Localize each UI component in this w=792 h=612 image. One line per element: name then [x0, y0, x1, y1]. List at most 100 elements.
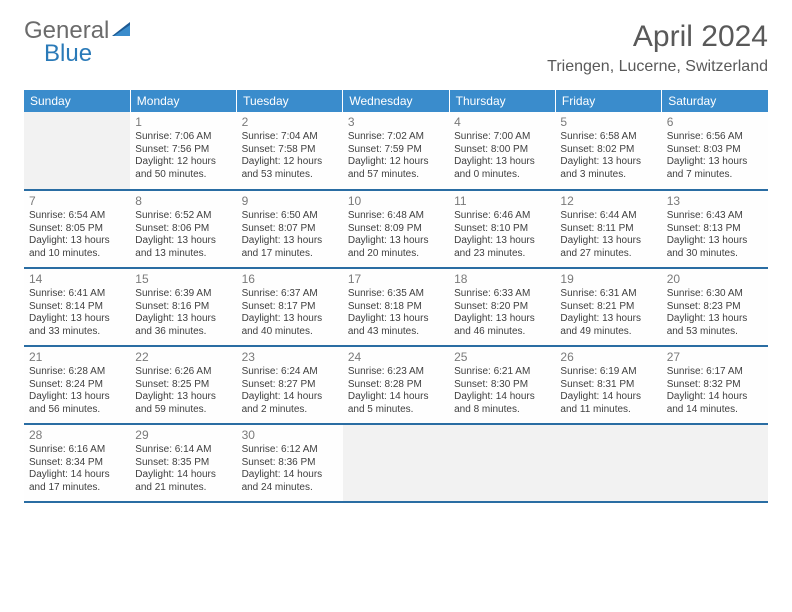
- sunrise-text: Sunrise: 6:56 AM: [667, 131, 763, 144]
- daylight-text-2: and 53 minutes.: [242, 169, 338, 182]
- day-number: 11: [454, 194, 550, 209]
- day-number: 29: [135, 428, 231, 443]
- sunset-text: Sunset: 8:28 PM: [348, 379, 444, 392]
- calendar-day-cell: 19Sunrise: 6:31 AMSunset: 8:21 PMDayligh…: [555, 268, 661, 346]
- daylight-text-1: Daylight: 12 hours: [135, 156, 231, 169]
- daylight-text-2: and 17 minutes.: [242, 248, 338, 261]
- day-number: 28: [29, 428, 125, 443]
- sunrise-text: Sunrise: 6:33 AM: [454, 288, 550, 301]
- daylight-text-1: Daylight: 13 hours: [667, 313, 763, 326]
- sunset-text: Sunset: 8:27 PM: [242, 379, 338, 392]
- calendar-week-row: 21Sunrise: 6:28 AMSunset: 8:24 PMDayligh…: [24, 346, 768, 424]
- sunrise-text: Sunrise: 6:50 AM: [242, 210, 338, 223]
- daylight-text-1: Daylight: 14 hours: [242, 391, 338, 404]
- day-number: 24: [348, 350, 444, 365]
- sunrise-text: Sunrise: 6:48 AM: [348, 210, 444, 223]
- daylight-text-1: Daylight: 13 hours: [454, 313, 550, 326]
- sunset-text: Sunset: 8:02 PM: [560, 144, 656, 157]
- sunrise-text: Sunrise: 6:41 AM: [29, 288, 125, 301]
- day-number: 26: [560, 350, 656, 365]
- calendar-day-cell: 9Sunrise: 6:50 AMSunset: 8:07 PMDaylight…: [237, 190, 343, 268]
- daylight-text-1: Daylight: 13 hours: [348, 235, 444, 248]
- sunset-text: Sunset: 8:11 PM: [560, 223, 656, 236]
- sunrise-text: Sunrise: 7:00 AM: [454, 131, 550, 144]
- sunrise-text: Sunrise: 6:46 AM: [454, 210, 550, 223]
- daylight-text-1: Daylight: 14 hours: [667, 391, 763, 404]
- sunset-text: Sunset: 8:10 PM: [454, 223, 550, 236]
- daylight-text-2: and 56 minutes.: [29, 404, 125, 417]
- page-title: April 2024: [547, 20, 768, 54]
- day-number: 3: [348, 115, 444, 130]
- daylight-text-1: Daylight: 13 hours: [560, 156, 656, 169]
- logo: GeneralBlue: [24, 20, 132, 66]
- sunrise-text: Sunrise: 6:28 AM: [29, 366, 125, 379]
- daylight-text-1: Daylight: 13 hours: [135, 313, 231, 326]
- weekday-header: Thursday: [449, 90, 555, 112]
- sunrise-text: Sunrise: 7:04 AM: [242, 131, 338, 144]
- daylight-text-2: and 13 minutes.: [135, 248, 231, 261]
- calendar-empty-cell: [662, 424, 768, 502]
- daylight-text-2: and 8 minutes.: [454, 404, 550, 417]
- sunset-text: Sunset: 8:18 PM: [348, 301, 444, 314]
- calendar-day-cell: 10Sunrise: 6:48 AMSunset: 8:09 PMDayligh…: [343, 190, 449, 268]
- daylight-text-2: and 50 minutes.: [135, 169, 231, 182]
- calendar-day-cell: 30Sunrise: 6:12 AMSunset: 8:36 PMDayligh…: [237, 424, 343, 502]
- day-number: 10: [348, 194, 444, 209]
- sunrise-text: Sunrise: 6:44 AM: [560, 210, 656, 223]
- weekday-header: Monday: [130, 90, 236, 112]
- weekday-header: Tuesday: [237, 90, 343, 112]
- calendar-day-cell: 4Sunrise: 7:00 AMSunset: 8:00 PMDaylight…: [449, 112, 555, 190]
- sunset-text: Sunset: 8:00 PM: [454, 144, 550, 157]
- daylight-text-1: Daylight: 13 hours: [348, 313, 444, 326]
- calendar-day-cell: 18Sunrise: 6:33 AMSunset: 8:20 PMDayligh…: [449, 268, 555, 346]
- daylight-text-2: and 7 minutes.: [667, 169, 763, 182]
- day-number: 7: [29, 194, 125, 209]
- daylight-text-2: and 14 minutes.: [667, 404, 763, 417]
- daylight-text-2: and 59 minutes.: [135, 404, 231, 417]
- calendar-day-cell: 17Sunrise: 6:35 AMSunset: 8:18 PMDayligh…: [343, 268, 449, 346]
- sunrise-text: Sunrise: 6:30 AM: [667, 288, 763, 301]
- sunrise-text: Sunrise: 6:14 AM: [135, 444, 231, 457]
- daylight-text-1: Daylight: 14 hours: [454, 391, 550, 404]
- day-number: 5: [560, 115, 656, 130]
- daylight-text-2: and 21 minutes.: [135, 482, 231, 495]
- daylight-text-1: Daylight: 14 hours: [29, 469, 125, 482]
- day-number: 20: [667, 272, 763, 287]
- daylight-text-1: Daylight: 14 hours: [348, 391, 444, 404]
- sunrise-text: Sunrise: 7:06 AM: [135, 131, 231, 144]
- daylight-text-1: Daylight: 13 hours: [135, 235, 231, 248]
- daylight-text-2: and 11 minutes.: [560, 404, 656, 417]
- calendar-day-cell: 6Sunrise: 6:56 AMSunset: 8:03 PMDaylight…: [662, 112, 768, 190]
- sunset-text: Sunset: 8:36 PM: [242, 457, 338, 470]
- calendar-day-cell: 26Sunrise: 6:19 AMSunset: 8:31 PMDayligh…: [555, 346, 661, 424]
- calendar-day-cell: 25Sunrise: 6:21 AMSunset: 8:30 PMDayligh…: [449, 346, 555, 424]
- sunrise-text: Sunrise: 6:21 AM: [454, 366, 550, 379]
- day-number: 16: [242, 272, 338, 287]
- daylight-text-2: and 40 minutes.: [242, 326, 338, 339]
- sunrise-text: Sunrise: 6:26 AM: [135, 366, 231, 379]
- sunset-text: Sunset: 7:58 PM: [242, 144, 338, 157]
- sunrise-text: Sunrise: 6:24 AM: [242, 366, 338, 379]
- calendar-day-cell: 20Sunrise: 6:30 AMSunset: 8:23 PMDayligh…: [662, 268, 768, 346]
- daylight-text-2: and 27 minutes.: [560, 248, 656, 261]
- daylight-text-1: Daylight: 14 hours: [242, 469, 338, 482]
- day-number: 17: [348, 272, 444, 287]
- sunrise-text: Sunrise: 6:58 AM: [560, 131, 656, 144]
- sunrise-text: Sunrise: 6:52 AM: [135, 210, 231, 223]
- calendar-day-cell: 28Sunrise: 6:16 AMSunset: 8:34 PMDayligh…: [24, 424, 130, 502]
- calendar-empty-cell: [555, 424, 661, 502]
- sunset-text: Sunset: 8:21 PM: [560, 301, 656, 314]
- weekday-header: Saturday: [662, 90, 768, 112]
- calendar-day-cell: 7Sunrise: 6:54 AMSunset: 8:05 PMDaylight…: [24, 190, 130, 268]
- sunrise-text: Sunrise: 6:23 AM: [348, 366, 444, 379]
- day-number: 15: [135, 272, 231, 287]
- sunrise-text: Sunrise: 6:54 AM: [29, 210, 125, 223]
- daylight-text-1: Daylight: 14 hours: [560, 391, 656, 404]
- sunset-text: Sunset: 8:13 PM: [667, 223, 763, 236]
- sunset-text: Sunset: 8:20 PM: [454, 301, 550, 314]
- day-number: 30: [242, 428, 338, 443]
- weekday-header: Wednesday: [343, 90, 449, 112]
- calendar-week-row: 14Sunrise: 6:41 AMSunset: 8:14 PMDayligh…: [24, 268, 768, 346]
- daylight-text-1: Daylight: 13 hours: [242, 313, 338, 326]
- logo-icon: [112, 20, 132, 43]
